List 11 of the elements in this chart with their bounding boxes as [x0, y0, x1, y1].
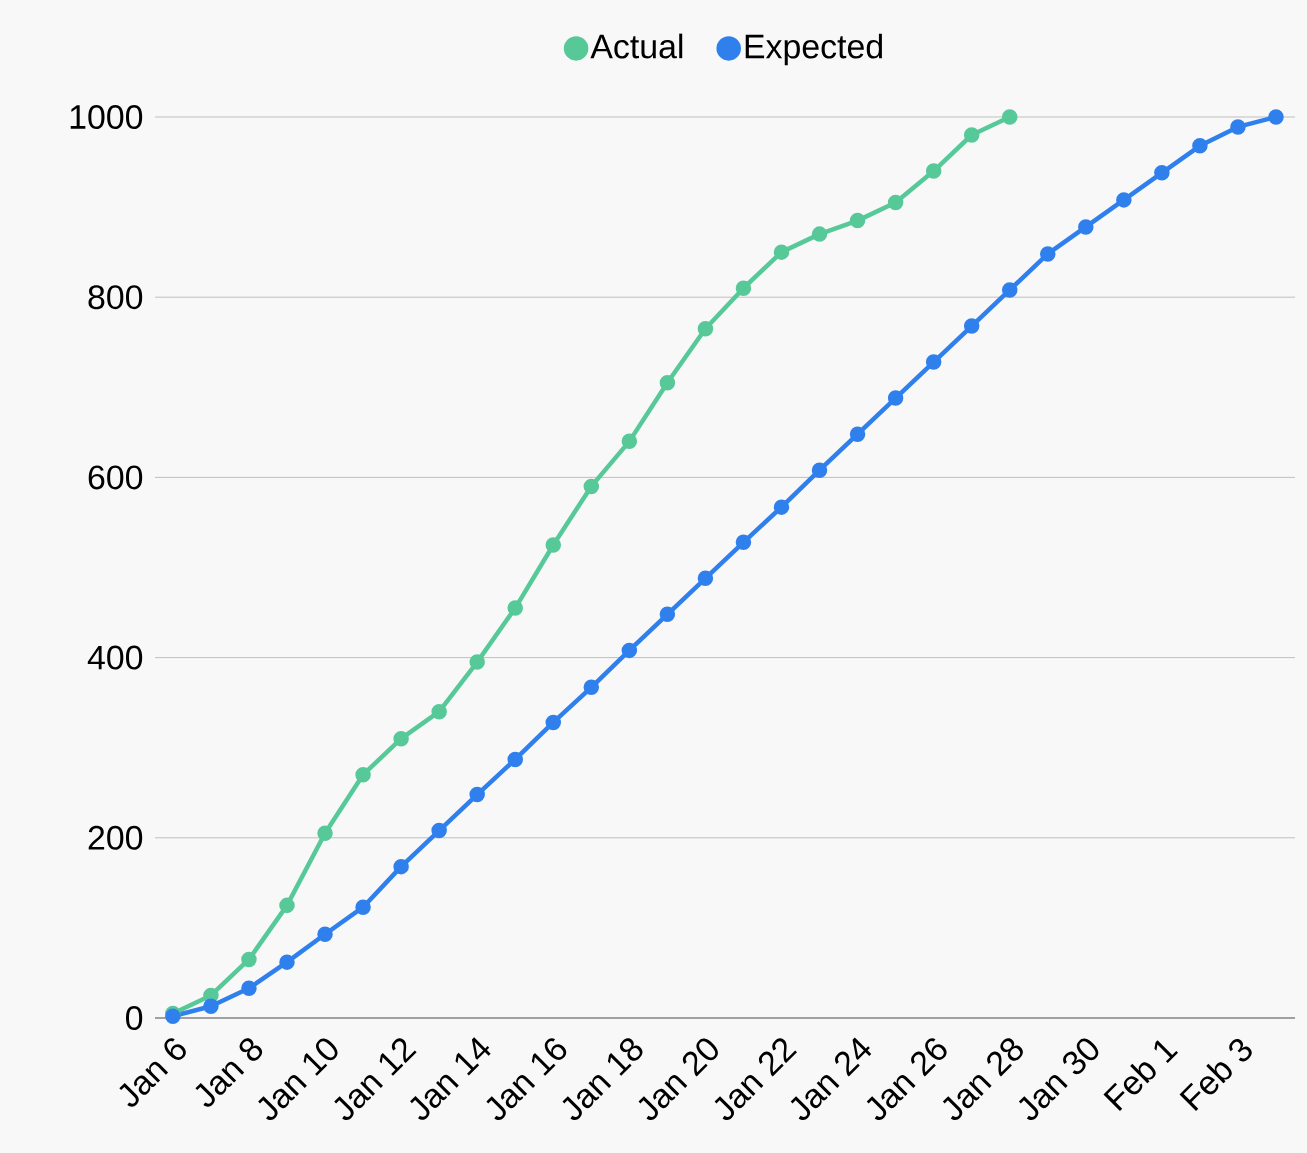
- x-tick-label: Feb 1: [1103, 1040, 1179, 1111]
- x-tick-label: Jan 6: [119, 1038, 186, 1107]
- legend-label: Expected: [745, 33, 882, 66]
- y-tick-label: 200: [88, 825, 143, 850]
- y-tick-label: 400: [87, 645, 143, 670]
- y-tick-label: 1000: [70, 104, 143, 129]
- x-tick-label: Feb 3: [1179, 1038, 1252, 1111]
- y-tick-label: 0: [126, 1006, 143, 1030]
- legend-label: Actual: [590, 33, 683, 59]
- y-tick-label: 800: [88, 285, 143, 310]
- y-tick-label: 600: [88, 465, 143, 490]
